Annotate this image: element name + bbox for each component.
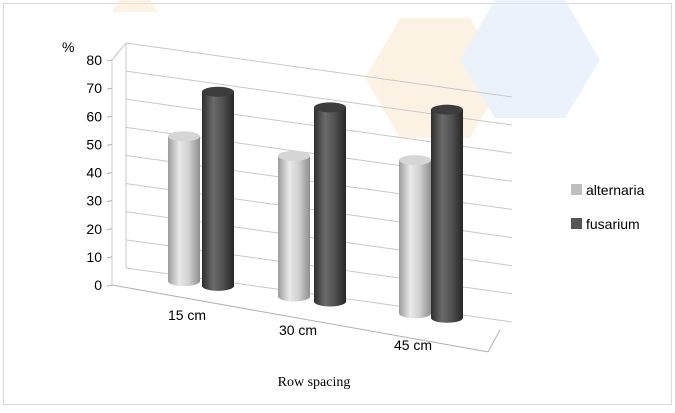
y-tick-label: 70 [86, 80, 102, 96]
floor-right-edge [487, 329, 501, 353]
bar-fusarium-15cm [202, 86, 234, 291]
y-tick-label: 0 [94, 277, 102, 293]
legend: alternaria fusarium [571, 182, 645, 232]
bar-top [399, 155, 431, 166]
floor-front-edge [111, 284, 489, 353]
bar-body [278, 155, 310, 302]
legend-label-fusarium: fusarium [586, 216, 640, 232]
bar-body [202, 91, 234, 291]
bar-top [278, 150, 310, 161]
legend-swatch-alternaria [571, 184, 582, 195]
y-tick-mark [106, 200, 113, 203]
y-tick-label: 50 [86, 136, 102, 152]
y-tick-labels: 0 10 20 30 40 50 60 70 80 [86, 52, 102, 293]
y-tick-mark [106, 172, 113, 174]
background-decoration [112, 0, 600, 138]
axis-walls [106, 42, 501, 353]
y-tick-mark [106, 115, 113, 118]
y-tick-mark [106, 87, 113, 90]
x-tick-label: 45 cm [394, 337, 432, 353]
x-tick-labels: 15 cm 30 cm 45 cm [168, 307, 432, 353]
y-tick-label: 40 [86, 165, 102, 181]
bar-body [314, 107, 346, 307]
bar-series [168, 86, 463, 323]
bar-fusarium-30cm [314, 102, 346, 307]
y-tick-mark [106, 143, 113, 146]
bar-alternaria-45cm [399, 155, 431, 319]
y-tick-label: 20 [86, 221, 102, 237]
bar-body [399, 160, 431, 319]
y-tick-label: 10 [86, 249, 102, 265]
x-tick-label: 15 cm [168, 307, 206, 323]
y-tick-mark [106, 228, 113, 231]
x-axis-title: Row spacing [278, 375, 351, 390]
bar-alternaria-30cm [278, 150, 310, 302]
x-tick-label: 30 cm [279, 322, 317, 338]
y-tick-mark [106, 256, 113, 259]
bar-alternaria-15cm [168, 131, 200, 287]
gridline [125, 42, 513, 98]
y-tick-label: 30 [86, 193, 102, 209]
bar-body [431, 109, 463, 323]
bar-top [168, 131, 200, 142]
y-unit-label: % [62, 39, 74, 55]
legend-swatch-fusarium [571, 218, 582, 229]
bar-top [202, 86, 234, 97]
left-wall-edge [111, 42, 127, 61]
y-tick-mark [106, 59, 113, 62]
y-tick-label: 60 [86, 108, 102, 124]
bar-fusarium-45cm [431, 104, 463, 323]
legend-label-alternaria: alternaria [586, 182, 645, 198]
y-tick-label: 80 [86, 52, 102, 68]
bar-body [168, 136, 200, 287]
bar-top [431, 104, 463, 115]
y-tick-mark [106, 284, 113, 287]
bar-top [314, 102, 346, 113]
